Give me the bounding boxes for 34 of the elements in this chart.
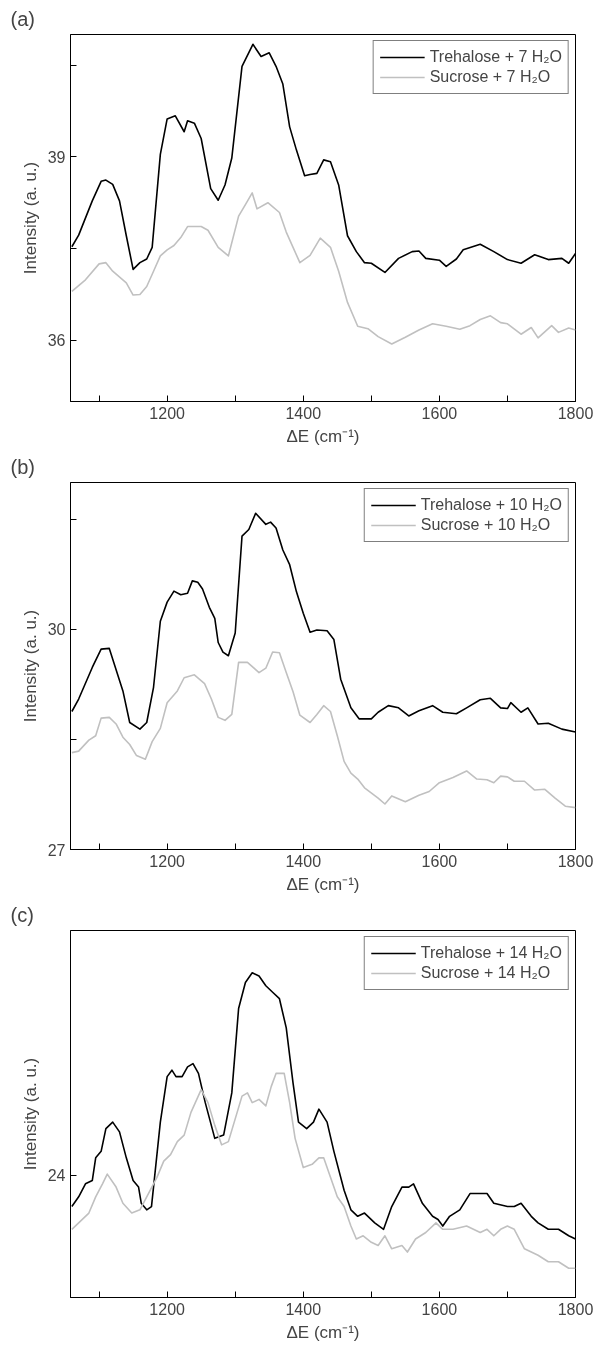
x-axis-title: ΔE (cm⁻¹) [286,1322,360,1342]
legend-label: Sucrose + 14 H₂O [420,964,551,982]
x-tick-label: 1800 [557,404,594,422]
legend-label: Trehalose + 14 H₂O [420,944,562,962]
line-series [71,192,576,345]
y-tick-label: 36 [47,332,66,350]
x-tick-label: 1800 [557,1300,594,1318]
x-tick-label: 1400 [285,404,322,422]
y-tick-label: 39 [47,148,66,166]
x-axis-title: ΔE (cm⁻¹) [286,874,360,894]
x-tick-label: 1400 [285,1300,322,1318]
text: 24 [47,1167,66,1185]
y-axis-title: Intensity (a. u.) [20,609,40,723]
x-tick-label: 1600 [421,404,458,422]
x-tick-label: 1200 [149,404,186,422]
x-tick-label: 1400 [285,852,322,870]
legend-label: Trehalose + 10 H₂O [420,496,562,514]
legend-label: Trehalose + 7 H₂O [429,48,562,66]
x-tick-label: 1200 [149,852,186,870]
x-tick-label: 1600 [421,852,458,870]
x-tick-label: 1200 [149,1300,186,1318]
y-axis-title: Intensity (a. u.) [20,1057,40,1171]
legend-label: Sucrose + 7 H₂O [429,68,551,86]
chart-title: (b) [10,455,35,478]
line-series [71,651,576,809]
y-tick-label: 30 [47,621,66,639]
y-axis-title: Intensity (a. u.) [20,161,40,275]
y-tick-label: 27 [47,841,66,859]
x-axis-title: ΔE (cm⁻¹) [286,426,360,446]
x-tick-label: 1800 [557,852,594,870]
x-tick-label: 1600 [421,1300,458,1318]
chart-title: (c) [10,903,34,926]
legend-label: Sucrose + 10 H₂O [420,516,551,534]
chart-title: (a) [10,7,35,30]
